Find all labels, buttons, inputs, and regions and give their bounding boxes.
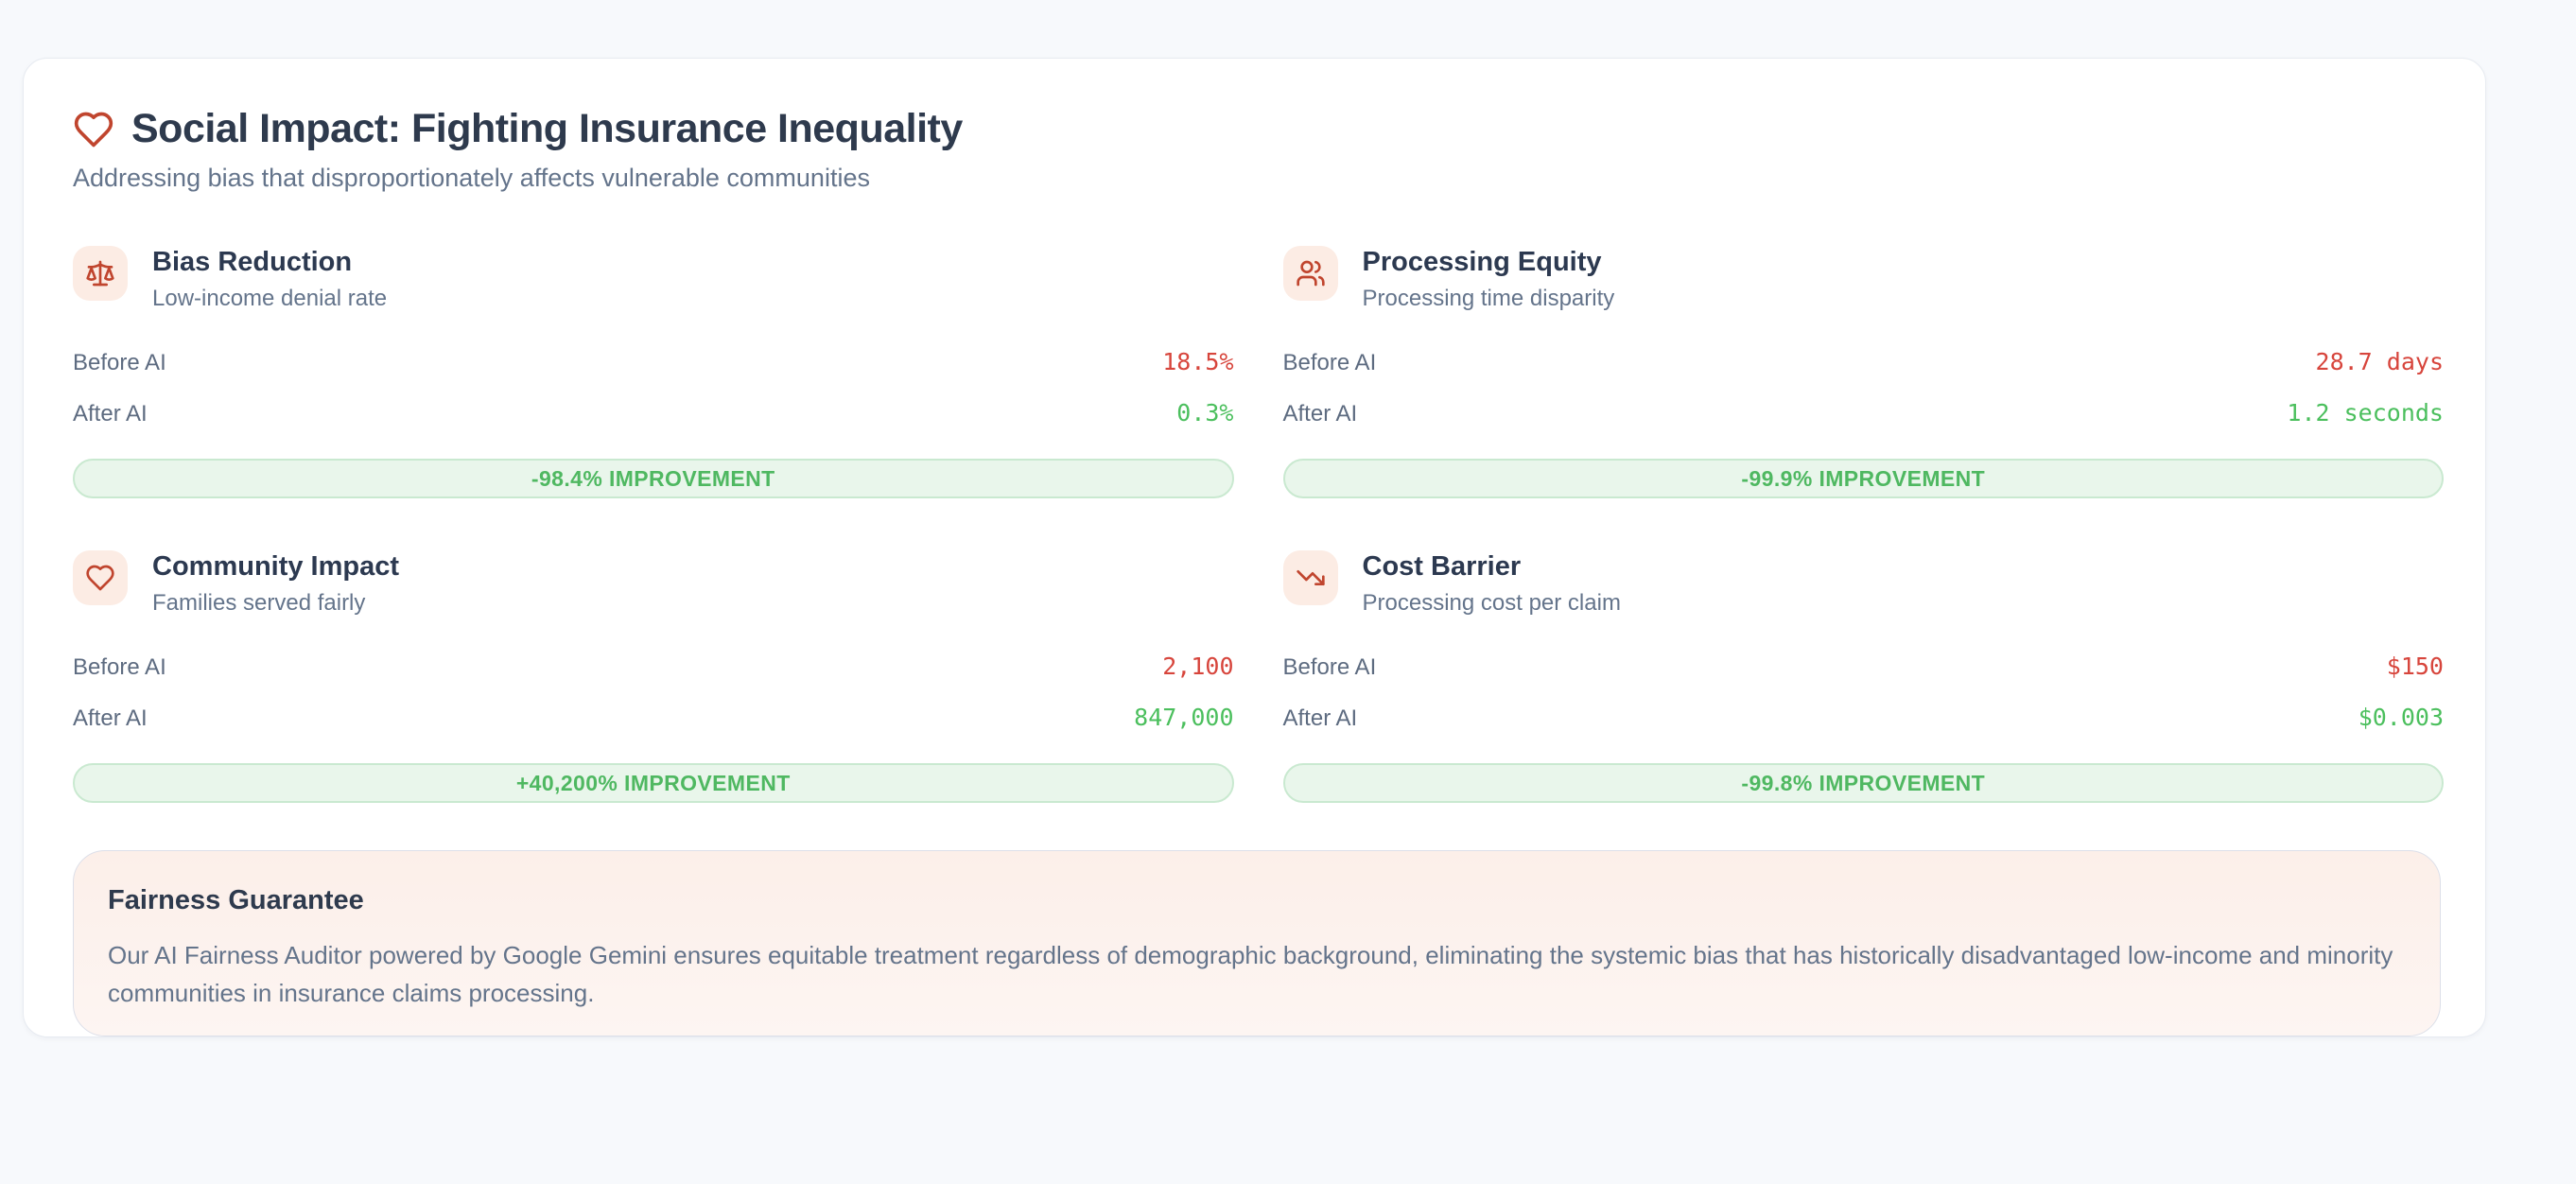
scales-icon [73, 246, 128, 301]
metric-header: Bias Reduction Low-income denial rate [73, 246, 1234, 312]
improvement-badge: -99.9% IMPROVEMENT [1282, 459, 2444, 498]
after-ai-value: $0.003 [2358, 704, 2444, 731]
metric-header: Community Impact Families served fairly [73, 550, 1234, 617]
after-ai-value: 847,000 [1134, 704, 1234, 731]
before-ai-row: Before AI $150 [1283, 653, 2445, 681]
metric-header: Cost Barrier Processing cost per claim [1282, 550, 2445, 617]
metric-subtitle: Low-income denial rate [152, 286, 388, 311]
fairness-guarantee-box: Fairness Guarantee Our AI Fairness Audit… [73, 850, 2441, 1036]
page-subtitle: Addressing bias that disproportionately … [73, 164, 870, 192]
after-ai-label: After AI [1282, 705, 1358, 731]
before-ai-value: 18.5% [1162, 348, 1234, 375]
metric-title: Bias Reduction [152, 247, 353, 277]
before-ai-row: Before AI 18.5% [73, 348, 1234, 376]
page-title: Social Impact: Fighting Insurance Inequa… [131, 106, 963, 151]
metric-subtitle: Families served fairly [152, 590, 366, 616]
trending-down-icon [1282, 550, 1338, 605]
metric-subtitle: Processing time disparity [1362, 286, 1615, 311]
metric-community-impact: Community Impact Families served fairly … [73, 550, 1234, 803]
panel-header: Social Impact: Fighting Insurance Inequa… [73, 106, 2444, 152]
before-ai-value: 28.7 days [2315, 348, 2444, 375]
before-ai-label: Before AI [1282, 654, 1377, 680]
metric-title: Community Impact [152, 551, 400, 582]
metrics-grid: Bias Reduction Low-income denial rate Be… [73, 246, 2444, 803]
before-ai-row: Before AI 2,100 [73, 653, 1234, 681]
after-ai-label: After AI [73, 401, 148, 427]
after-ai-row: After AI $0.003 [1283, 704, 2445, 732]
before-ai-label: Before AI [1282, 350, 1377, 375]
fairness-body: Our AI Fairness Auditor powered by Googl… [108, 941, 2393, 1007]
before-ai-row: Before AI 28.7 days [1283, 348, 2445, 376]
heart-icon [74, 112, 113, 147]
after-ai-label: After AI [73, 705, 148, 731]
improvement-badge: -99.8% IMPROVEMENT [1282, 763, 2444, 803]
metric-title: Processing Equity [1362, 247, 1602, 277]
after-ai-value: 1.2 seconds [2287, 399, 2444, 427]
before-ai-label: Before AI [73, 654, 166, 680]
after-ai-row: After AI 1.2 seconds [1283, 399, 2445, 427]
after-ai-row: After AI 847,000 [73, 704, 1234, 732]
metric-cost-barrier: Cost Barrier Processing cost per claim B… [1282, 550, 2445, 803]
fairness-title: Fairness Guarantee [108, 885, 364, 915]
after-ai-row: After AI 0.3% [73, 399, 1234, 427]
metric-bias-reduction: Bias Reduction Low-income denial rate Be… [73, 246, 1234, 498]
metric-processing-equity: Processing Equity Processing time dispar… [1282, 246, 2445, 498]
after-ai-value: 0.3% [1176, 399, 1234, 427]
before-ai-value: $150 [2386, 653, 2444, 680]
metric-subtitle: Processing cost per claim [1362, 590, 1621, 616]
improvement-badge: +40,200% IMPROVEMENT [73, 763, 1234, 803]
metric-title: Cost Barrier [1362, 551, 1522, 582]
social-impact-panel: Social Impact: Fighting Insurance Inequa… [23, 58, 2486, 1037]
before-ai-value: 2,100 [1162, 653, 1234, 680]
improvement-badge: -98.4% IMPROVEMENT [73, 459, 1234, 498]
before-ai-label: Before AI [73, 350, 166, 375]
users-icon [1282, 246, 1338, 301]
metric-header: Processing Equity Processing time dispar… [1282, 246, 2445, 312]
after-ai-label: After AI [1282, 401, 1358, 427]
heart-icon [73, 550, 128, 605]
